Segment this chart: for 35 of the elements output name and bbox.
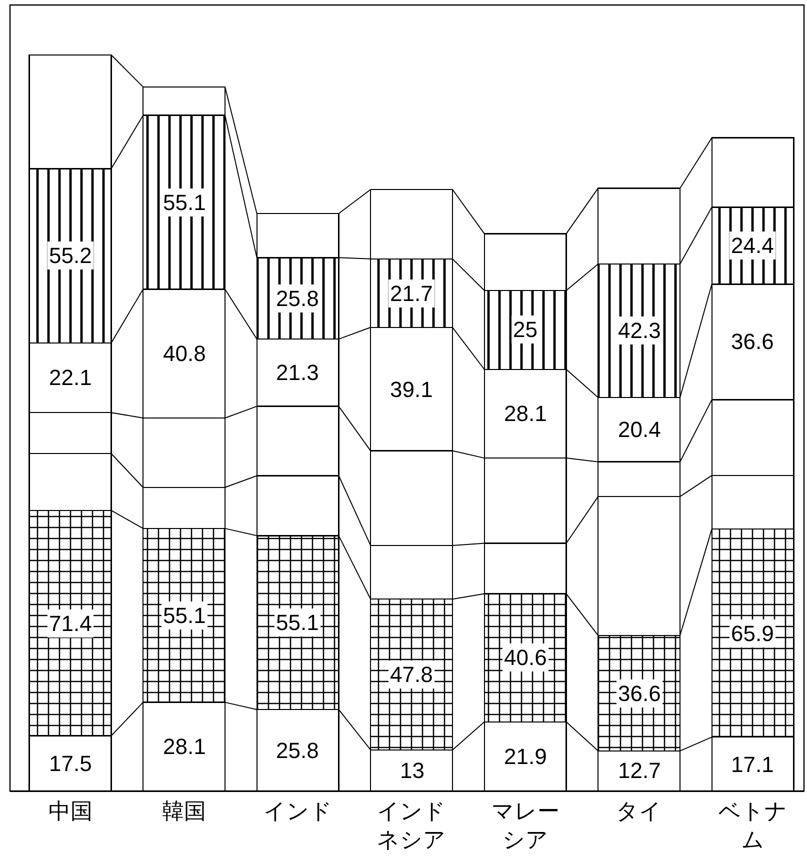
data-label: 36.6 bbox=[618, 681, 661, 706]
data-label: 55.1 bbox=[276, 610, 319, 635]
x-tick-label: インドネシア bbox=[377, 798, 446, 852]
x-tick-label: 韓国 bbox=[162, 798, 206, 824]
x-tick-label: ベトナム bbox=[718, 798, 788, 852]
data-label: 22.1 bbox=[49, 365, 92, 390]
x-tick-label: タイ bbox=[616, 798, 662, 824]
data-label: 20.4 bbox=[618, 417, 661, 442]
x-tick-label: マレーシア bbox=[491, 798, 560, 852]
data-label: 71.4 bbox=[49, 611, 92, 636]
data-label: 28.1 bbox=[163, 734, 206, 759]
data-label: 39.1 bbox=[390, 377, 433, 402]
data-label: 21.9 bbox=[504, 744, 547, 769]
data-label: 12.7 bbox=[618, 758, 661, 783]
data-label: 25.8 bbox=[276, 286, 319, 311]
data-label: 21.3 bbox=[276, 360, 319, 385]
data-label: 36.6 bbox=[731, 329, 774, 354]
data-label: 55.1 bbox=[163, 603, 206, 628]
x-tick-label: 中国 bbox=[48, 798, 92, 824]
data-label: 28.1 bbox=[504, 401, 547, 426]
data-label: 25 bbox=[513, 317, 538, 342]
data-label: 24.4 bbox=[731, 233, 774, 258]
data-label: 25.8 bbox=[276, 738, 319, 763]
data-label: 40.6 bbox=[504, 645, 547, 670]
data-label: 13 bbox=[400, 758, 424, 783]
data-label: 40.8 bbox=[163, 341, 206, 366]
data-label: 55.1 bbox=[163, 190, 206, 215]
data-label: 21.7 bbox=[390, 281, 433, 306]
data-label: 47.8 bbox=[390, 662, 433, 687]
x-tick-label: インド bbox=[263, 798, 332, 824]
data-label: 17.5 bbox=[49, 751, 92, 776]
data-label: 17.1 bbox=[731, 752, 774, 777]
data-label: 55.2 bbox=[49, 243, 92, 268]
data-label: 65.9 bbox=[731, 621, 774, 646]
data-label: 42.3 bbox=[618, 318, 661, 343]
